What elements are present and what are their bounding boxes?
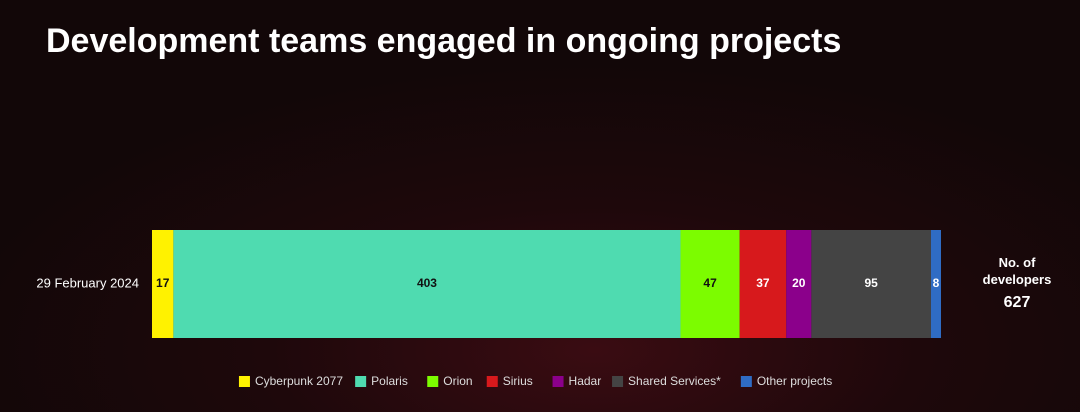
data-label: 95: [864, 276, 878, 290]
data-label: 403: [417, 276, 437, 290]
legend-label: Other projects: [757, 374, 832, 388]
data-label: 17: [156, 276, 170, 290]
legend-label: Cyberpunk 2077: [255, 374, 343, 388]
legend-label: Hadar: [569, 374, 602, 388]
total-label: No. of developers: [982, 255, 1052, 287]
data-label: 20: [792, 276, 806, 290]
bar-segment: [786, 230, 812, 338]
data-label: 8: [933, 276, 940, 290]
data-label: 37: [756, 276, 770, 290]
legend-swatch: [740, 376, 752, 387]
bar-segment: [173, 230, 681, 338]
data-label: 47: [703, 276, 717, 290]
legend-swatch: [552, 376, 564, 387]
y-tick-label: 29 February 2024: [36, 275, 139, 290]
legend-label: Polaris: [371, 374, 408, 388]
chart-title: Development teams engaged in ongoing pro…: [46, 22, 841, 60]
bar-segment: [930, 230, 941, 338]
legend-label: Orion: [443, 374, 472, 388]
legend-swatch: [612, 376, 624, 387]
bar-segment: [811, 230, 931, 338]
bar-segment: [680, 230, 740, 338]
legend-label: Sirius: [503, 374, 533, 388]
legend-swatch: [238, 376, 250, 387]
legend-swatch: [427, 376, 439, 387]
total-value: 627: [1003, 294, 1031, 311]
legend-swatch: [486, 376, 498, 387]
legend-label: Shared Services*: [628, 374, 721, 388]
total-box: No. of developers 627: [972, 254, 1062, 312]
bar-segment: [739, 230, 787, 338]
legend-swatch: [355, 376, 367, 387]
bar-segment: [152, 230, 174, 338]
